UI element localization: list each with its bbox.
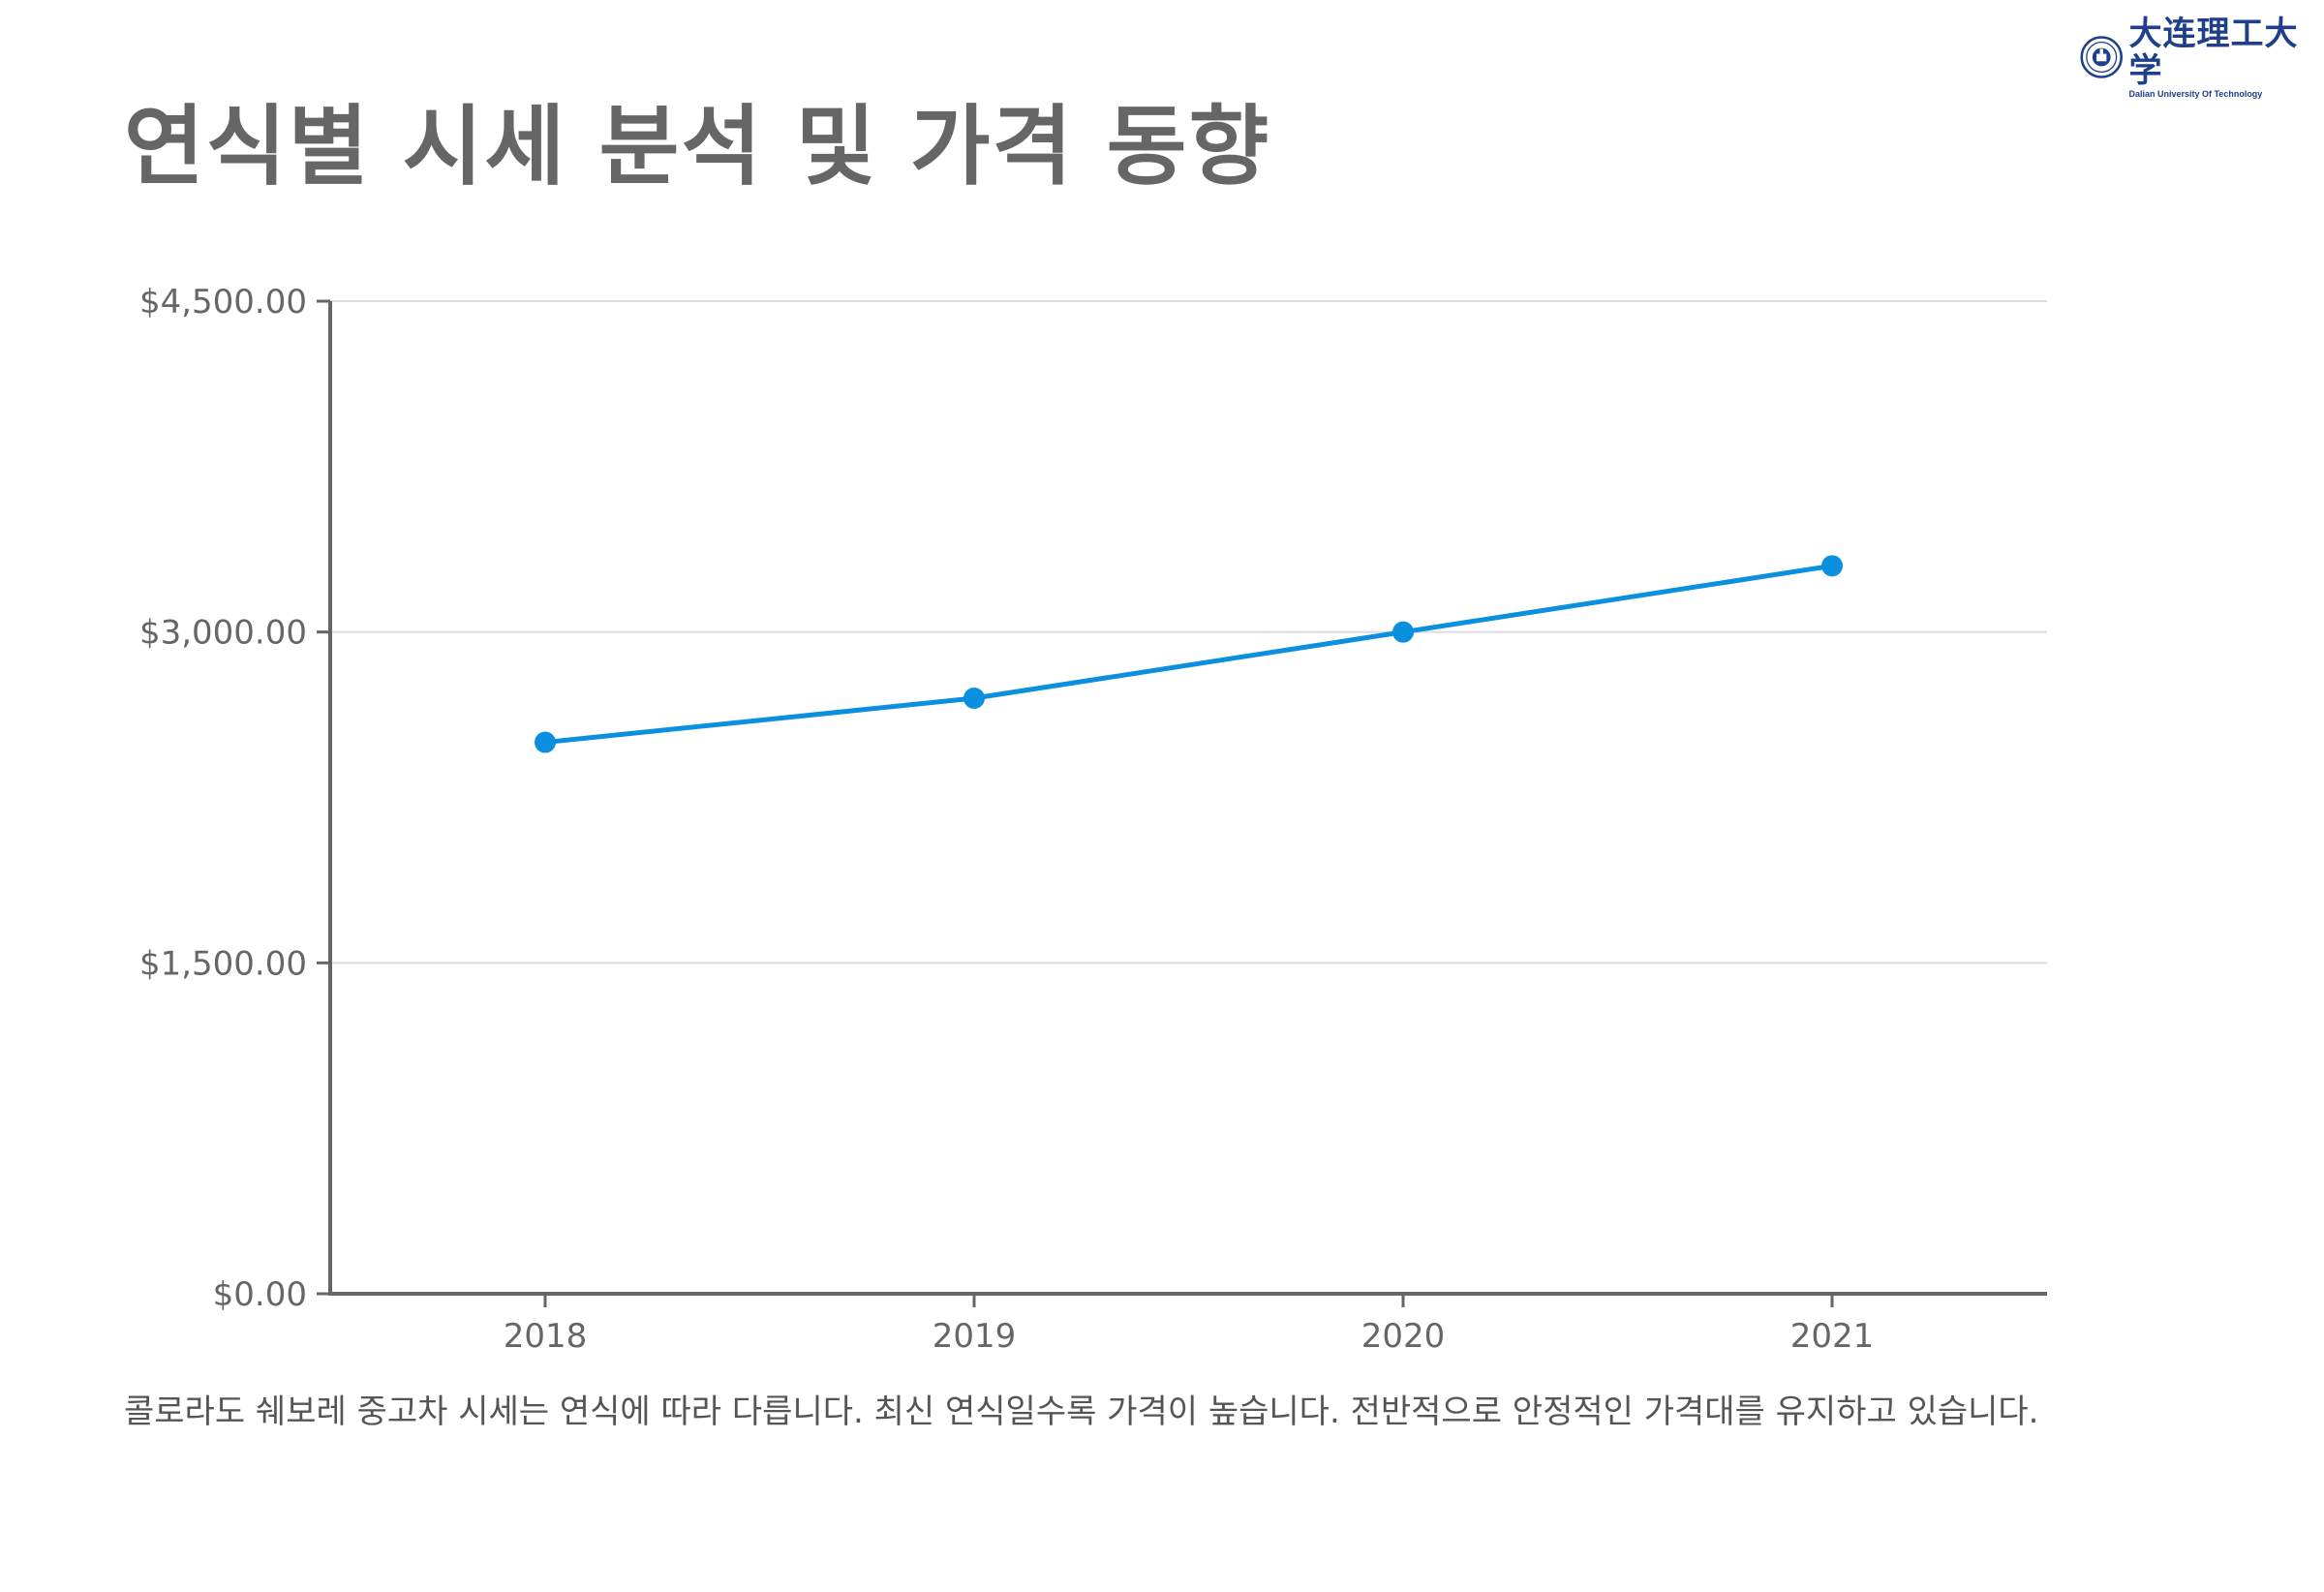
y-tick-label: $1,500.00 — [139, 944, 307, 983]
data-point — [1821, 555, 1843, 577]
grid-lines — [330, 300, 2047, 964]
x-tick-label: 2018 — [504, 1317, 588, 1356]
y-tick-label: $4,500.00 — [139, 283, 307, 321]
university-seal-icon — [2080, 36, 2124, 78]
chart-description: 콜로라도 쉐보레 중고차 시세는 연식에 따라 다릅니다. 최신 연식일수록 가… — [124, 1393, 2039, 1431]
series-group — [535, 555, 1843, 753]
data-point — [535, 731, 556, 753]
x-axis-ticks: 2018 2019 2020 2021 — [504, 1294, 1875, 1356]
series-line — [544, 563, 1833, 746]
data-point — [963, 688, 985, 709]
y-tick-label: $0.00 — [213, 1275, 307, 1314]
x-tick-label: 2021 — [1790, 1317, 1875, 1356]
y-tick-label: $3,000.00 — [139, 614, 307, 653]
x-tick-label: 2020 — [1361, 1317, 1446, 1356]
data-point — [1392, 621, 1414, 643]
university-name: 大连理工大学 — [2128, 14, 2299, 90]
line-chart: $0.00$1,500.00$3,000.00$4,500.00 2018 201… — [139, 283, 2047, 1356]
page-title: 연식별 시세 분석 및 가격 동향 — [124, 96, 1271, 198]
university-subtitle: Dalian University Of Technology — [2128, 88, 2263, 99]
x-tick-label: 2019 — [933, 1317, 1017, 1356]
y-axis-ticks: $0.00 $1,500.00 $3,000.00 $4,500.00 — [139, 283, 330, 1314]
university-logo: 大连理工大学 Dalian University Of Technology — [2080, 15, 2303, 99]
